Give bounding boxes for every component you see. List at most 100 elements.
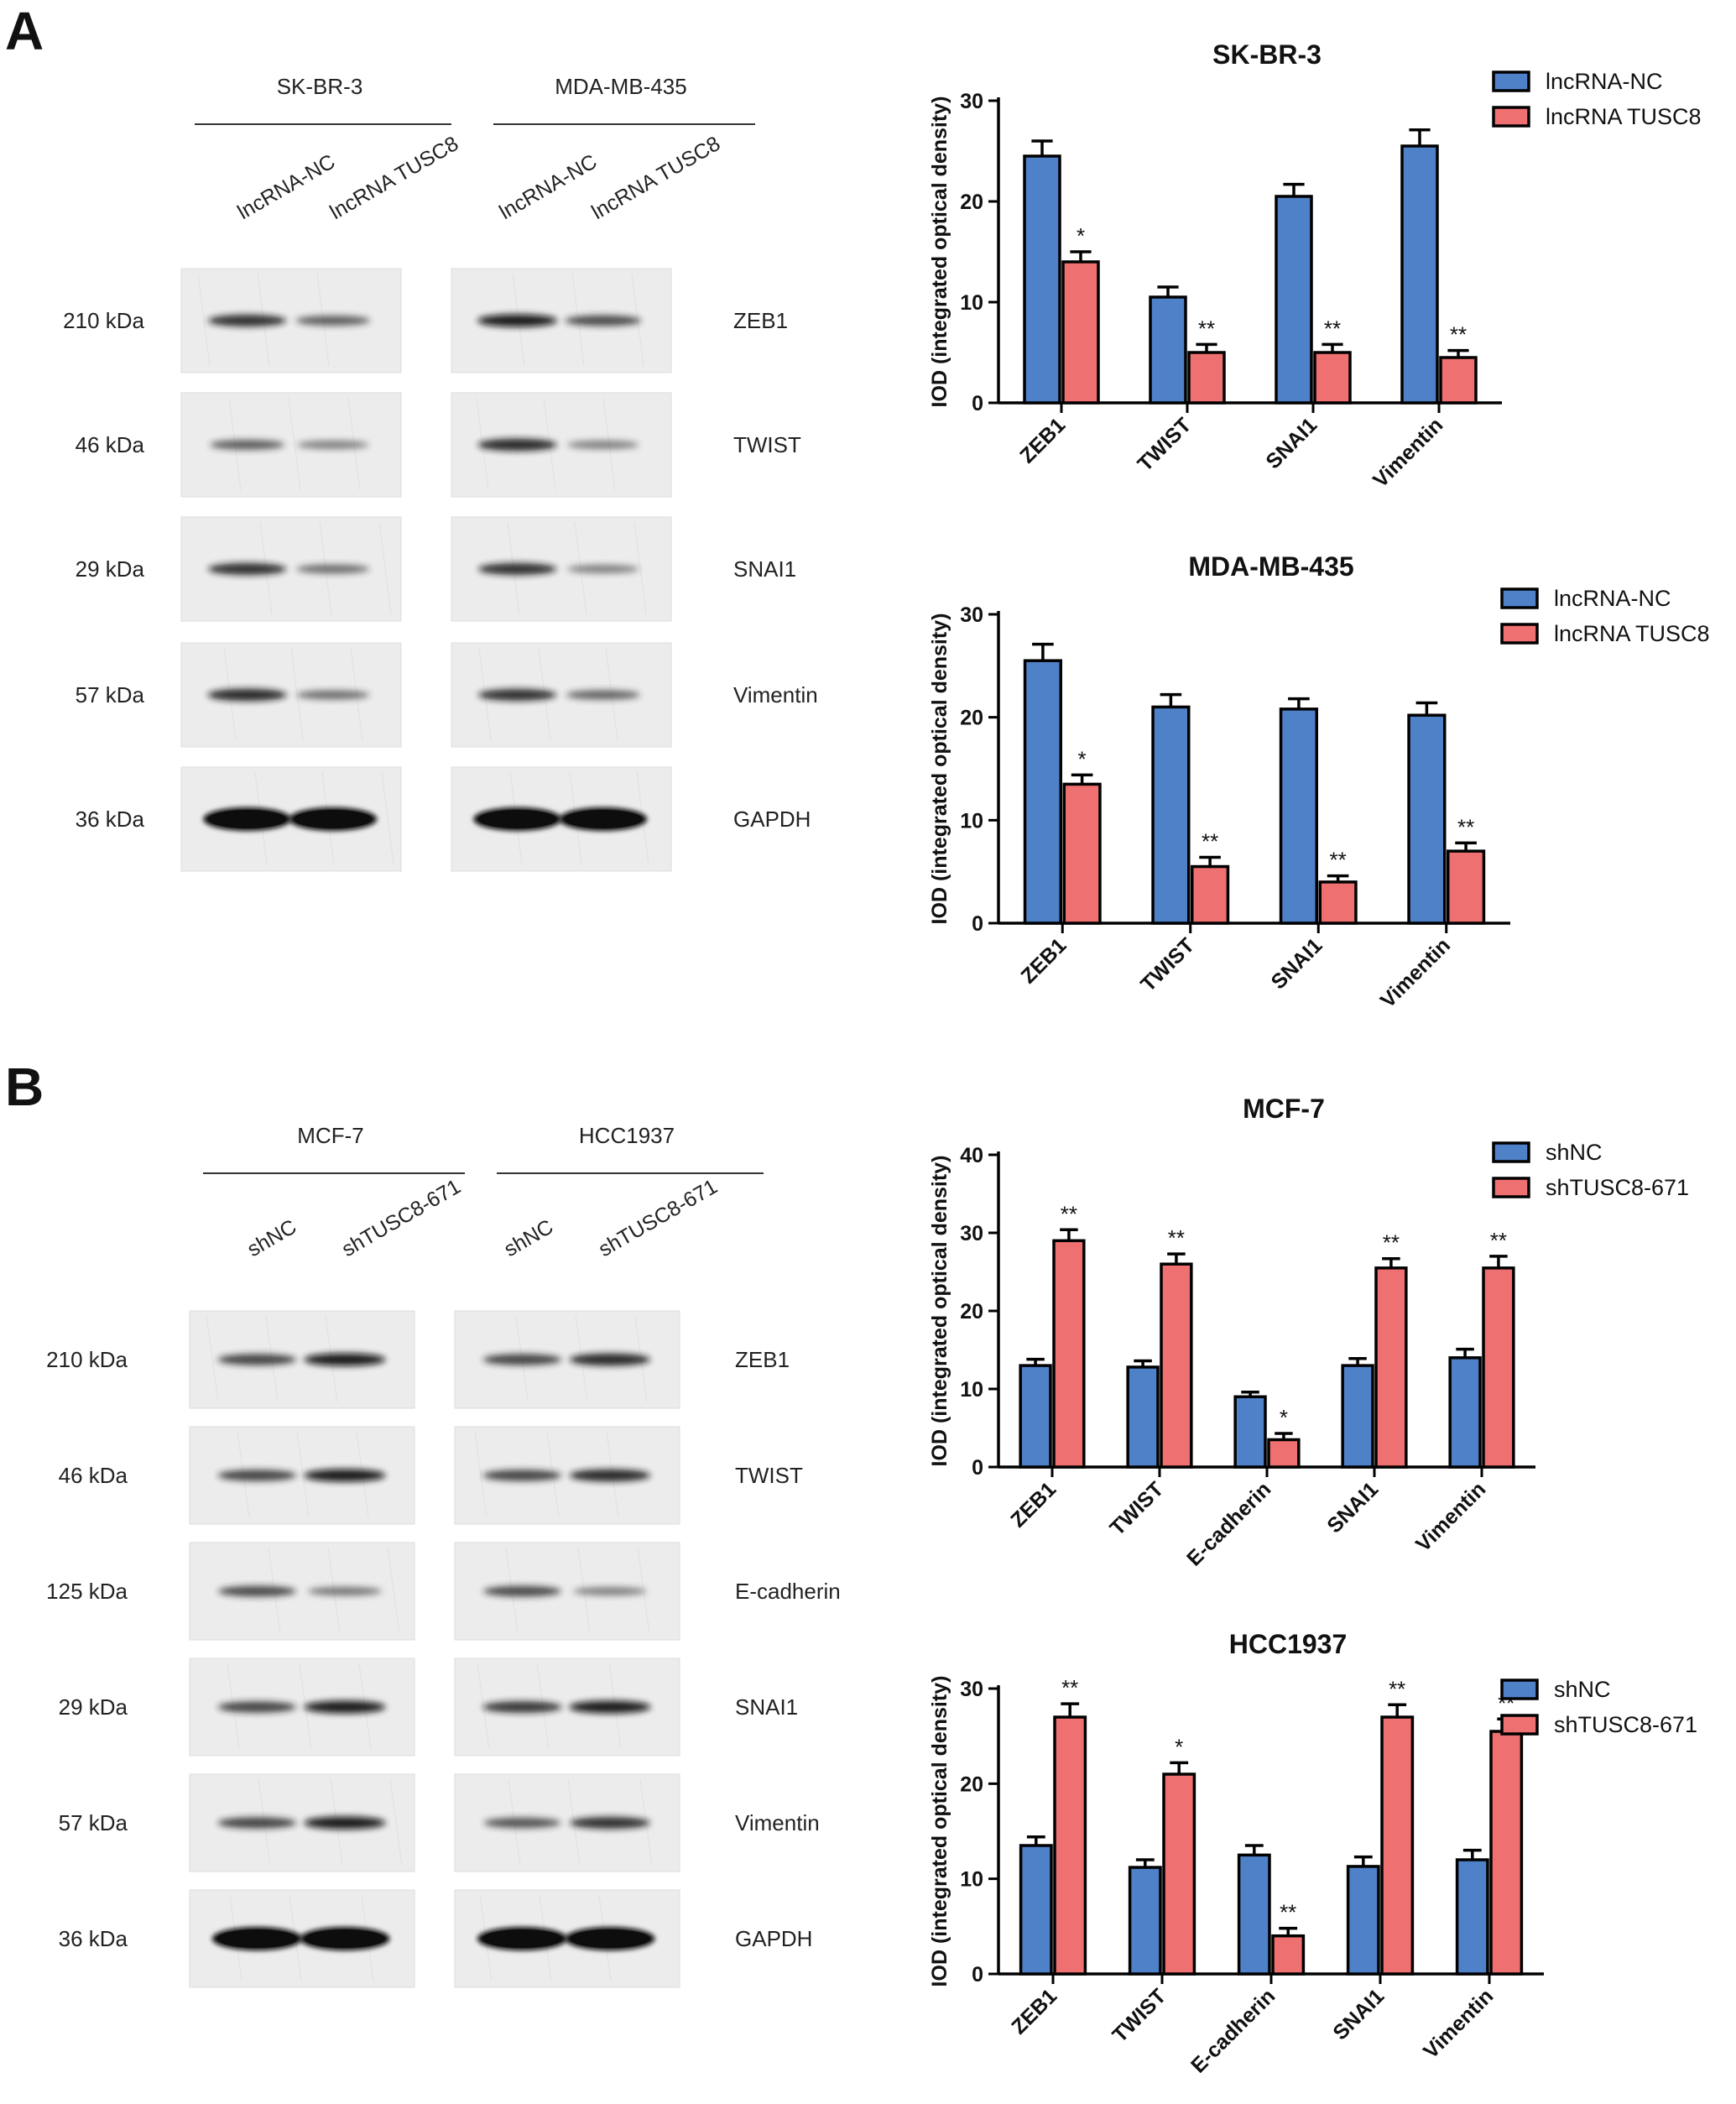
x-tick-label: ZEB1 — [1006, 1477, 1061, 1532]
significance-marker: ** — [1383, 1230, 1400, 1256]
molecular-weight-label: 46 kDa — [76, 432, 145, 457]
bar-lncrna-nc-vimentin — [1400, 144, 1439, 405]
blot-strip — [189, 1658, 415, 1757]
blot-strip — [180, 642, 402, 748]
protein-band — [304, 1700, 386, 1714]
significance-marker: ** — [1457, 814, 1474, 839]
protein-band — [569, 1469, 651, 1482]
x-tick-label: E-cadherin — [1182, 1477, 1275, 1570]
protein-label: SNAI1 — [735, 1694, 798, 1720]
protein-band — [296, 564, 370, 574]
protein-label: E-cadherin — [735, 1579, 841, 1604]
blot-strip — [189, 1773, 415, 1872]
legend-swatch — [1500, 1679, 1539, 1700]
bar-shtusc8-671-zeb1 — [1052, 1239, 1086, 1469]
x-tick-label: TWIST — [1105, 1477, 1168, 1540]
protein-band — [296, 690, 370, 700]
bar-shtusc8-671-twist — [1162, 1772, 1196, 1976]
legend-swatch — [1500, 587, 1539, 609]
x-tick-label: ZEB1 — [1007, 1984, 1061, 2039]
blot-strip — [189, 1542, 415, 1641]
legend-swatch — [1492, 70, 1530, 92]
blot-strip — [451, 268, 672, 373]
lane-label: shNC — [500, 1215, 557, 1262]
bar-shnc-snai1 — [1341, 1364, 1374, 1469]
protein-band — [207, 562, 287, 576]
blot-strip — [454, 1310, 680, 1409]
bar-lncrna-tusc8-zeb1 — [1062, 782, 1102, 925]
bar-shnc-twist — [1128, 1866, 1162, 1976]
blot-strip — [454, 1773, 680, 1872]
significance-marker: ** — [1389, 1676, 1405, 1701]
blot-panel-b: MCF-7 shNC shTUSC8-671 HCC1937 shNC shTUSC8-6… — [46, 1123, 841, 1988]
significance-marker: ** — [1202, 828, 1218, 854]
significance-marker: ** — [1329, 848, 1346, 873]
bar-lncrna-nc-zeb1 — [1023, 154, 1061, 405]
y-tick-label: 0 — [972, 392, 983, 415]
bar-shnc-twist — [1126, 1365, 1160, 1469]
cell-line-label: MCF-7 — [297, 1123, 363, 1148]
blot-strip — [180, 392, 402, 498]
bar-shnc-vimentin — [1455, 1858, 1489, 1976]
x-tick-label: ZEB1 — [1015, 413, 1070, 467]
x-tick-label: SNAI1 — [1267, 933, 1327, 994]
blot-strip — [454, 1658, 680, 1757]
protein-label: SNAI1 — [733, 556, 796, 582]
molecular-weight-label: 36 kDa — [59, 1926, 128, 1951]
protein-band — [482, 1470, 562, 1481]
legend-label: shTUSC8-671 — [1546, 1175, 1689, 1200]
protein-band-core — [294, 810, 373, 828]
protein-label: TWIST — [733, 432, 801, 457]
blot-strip — [180, 516, 402, 622]
bar-shtusc8-671-snai1 — [1380, 1715, 1415, 1976]
protein-band — [570, 1816, 650, 1830]
bar-lncrna-nc-twist — [1149, 295, 1187, 405]
significance-marker: ** — [1168, 1225, 1185, 1250]
chart-title: HCC1937 — [1229, 1629, 1348, 1659]
protein-band — [483, 1817, 561, 1829]
legend-label: lncRNA-NC — [1546, 69, 1663, 94]
significance-marker: ** — [1061, 1675, 1078, 1700]
protein-band — [210, 440, 284, 450]
bar-shnc-zeb1 — [1019, 1844, 1053, 1976]
y-tick-label: 30 — [960, 1678, 983, 1701]
x-tick-label: SNAI1 — [1322, 1477, 1383, 1538]
significance-marker: ** — [1490, 1228, 1507, 1253]
lane-label: lncRNA TUSC8 — [587, 132, 724, 224]
molecular-weight-label: 210 kDa — [46, 1347, 128, 1372]
significance-marker: ** — [1324, 316, 1341, 341]
blot-strip — [189, 1889, 415, 1988]
lane-label: shTUSC8-671 — [595, 1175, 722, 1261]
y-tick-label: 0 — [972, 1456, 983, 1480]
protein-band — [566, 690, 640, 700]
legend-label: lncRNA-NC — [1554, 586, 1671, 611]
protein-label: ZEB1 — [733, 308, 788, 333]
protein-label: Vimentin — [735, 1810, 820, 1835]
blot-strip — [189, 1310, 415, 1409]
protein-label: ZEB1 — [735, 1347, 790, 1372]
bar-shnc-vimentin — [1448, 1356, 1482, 1469]
y-tick-label: 0 — [972, 912, 983, 936]
protein-band — [297, 440, 369, 450]
panel-letter-b: B — [5, 1057, 44, 1117]
blot-strip — [180, 268, 402, 373]
protein-band — [304, 1469, 386, 1482]
molecular-weight-label: 36 kDa — [76, 807, 145, 832]
y-tick-label: 20 — [960, 1300, 983, 1323]
significance-marker: ** — [1198, 316, 1215, 341]
blot-strip — [454, 1542, 680, 1641]
significance-marker: * — [1175, 1734, 1183, 1759]
y-tick-label: 20 — [960, 707, 983, 730]
y-axis-label: IOD (integrated optical density) — [928, 97, 951, 408]
significance-marker: ** — [1450, 322, 1467, 347]
molecular-weight-label: 210 kDa — [63, 308, 144, 333]
cell-line-label: SK-BR-3 — [277, 74, 363, 99]
bar-shtusc8-671-twist — [1160, 1262, 1193, 1469]
protein-band — [477, 314, 558, 327]
molecular-weight-label: 46 kDa — [59, 1463, 128, 1488]
chart-hcc1937: HCC1937 IOD (integrated optical density) 0… — [928, 1629, 1697, 2078]
blot-strip — [451, 516, 672, 622]
x-tick-label: Vimentin — [1376, 933, 1455, 1012]
bar-shnc-e-cadherin — [1237, 1853, 1271, 1976]
